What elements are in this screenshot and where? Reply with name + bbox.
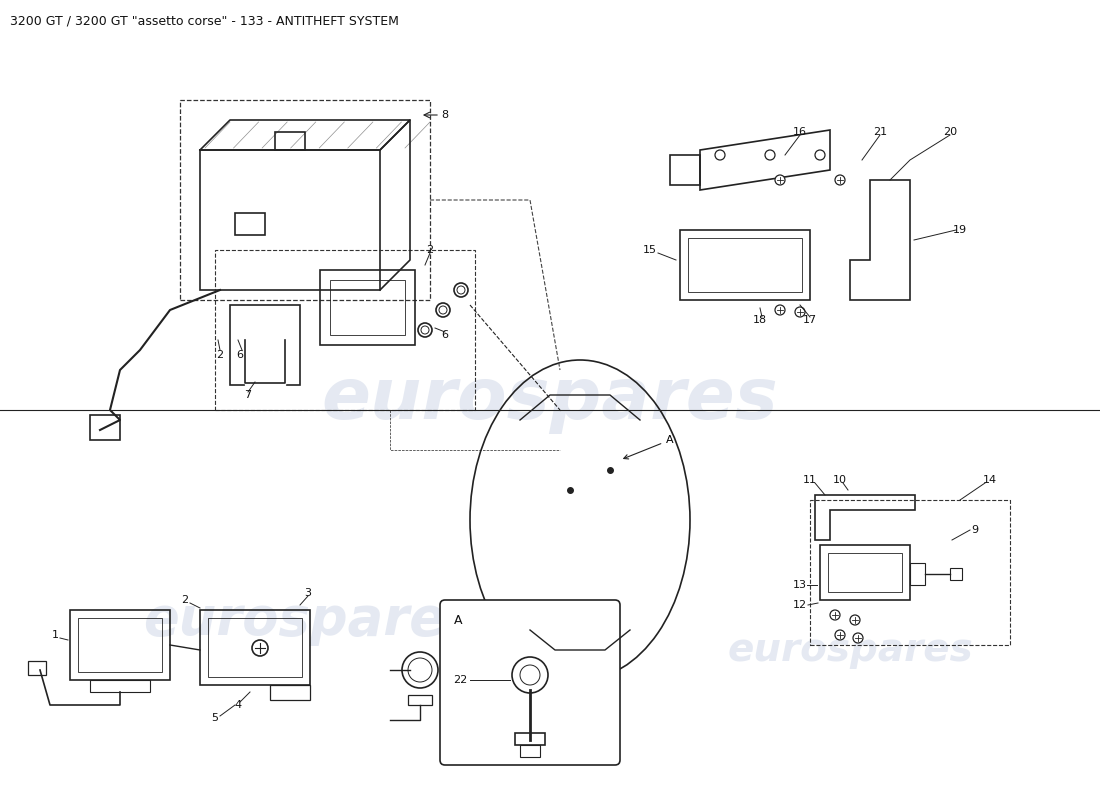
Text: eurospares: eurospares	[143, 594, 476, 646]
Text: A: A	[624, 435, 674, 459]
Text: 1: 1	[52, 630, 58, 640]
Text: 7: 7	[244, 390, 252, 400]
Text: 19: 19	[953, 225, 967, 235]
Text: 17: 17	[803, 315, 817, 325]
Text: 5: 5	[211, 713, 219, 723]
Text: 22: 22	[453, 675, 468, 685]
Polygon shape	[245, 340, 285, 385]
Circle shape	[835, 630, 845, 640]
Text: 21: 21	[873, 127, 887, 137]
Circle shape	[850, 615, 860, 625]
Text: 16: 16	[793, 127, 807, 137]
Text: 9: 9	[971, 525, 979, 535]
Text: 3: 3	[305, 588, 311, 598]
Text: 13: 13	[793, 580, 807, 590]
Text: 18: 18	[752, 315, 767, 325]
Text: 11: 11	[803, 475, 817, 485]
Text: 3200 GT / 3200 GT "assetto corse" - 133 - ANTITHEFT SYSTEM: 3200 GT / 3200 GT "assetto corse" - 133 …	[10, 15, 399, 28]
Circle shape	[776, 305, 785, 315]
Text: 20: 20	[943, 127, 957, 137]
Text: 8: 8	[441, 110, 449, 120]
Text: A: A	[453, 614, 462, 626]
Text: eurospares: eurospares	[727, 631, 972, 669]
Circle shape	[795, 307, 805, 317]
Text: 14: 14	[983, 475, 997, 485]
Text: eurospares: eurospares	[321, 366, 779, 434]
Text: 6: 6	[441, 330, 449, 340]
FancyBboxPatch shape	[440, 600, 620, 765]
Text: 15: 15	[644, 245, 657, 255]
Text: 6: 6	[236, 350, 243, 360]
Text: 4: 4	[234, 700, 242, 710]
Circle shape	[835, 175, 845, 185]
Circle shape	[852, 633, 864, 643]
Circle shape	[830, 610, 840, 620]
Text: 10: 10	[833, 475, 847, 485]
Text: 2: 2	[217, 350, 223, 360]
Text: 12: 12	[793, 600, 807, 610]
Text: 2: 2	[427, 245, 433, 255]
Circle shape	[776, 175, 785, 185]
Text: 2: 2	[182, 595, 188, 605]
Circle shape	[512, 657, 548, 693]
